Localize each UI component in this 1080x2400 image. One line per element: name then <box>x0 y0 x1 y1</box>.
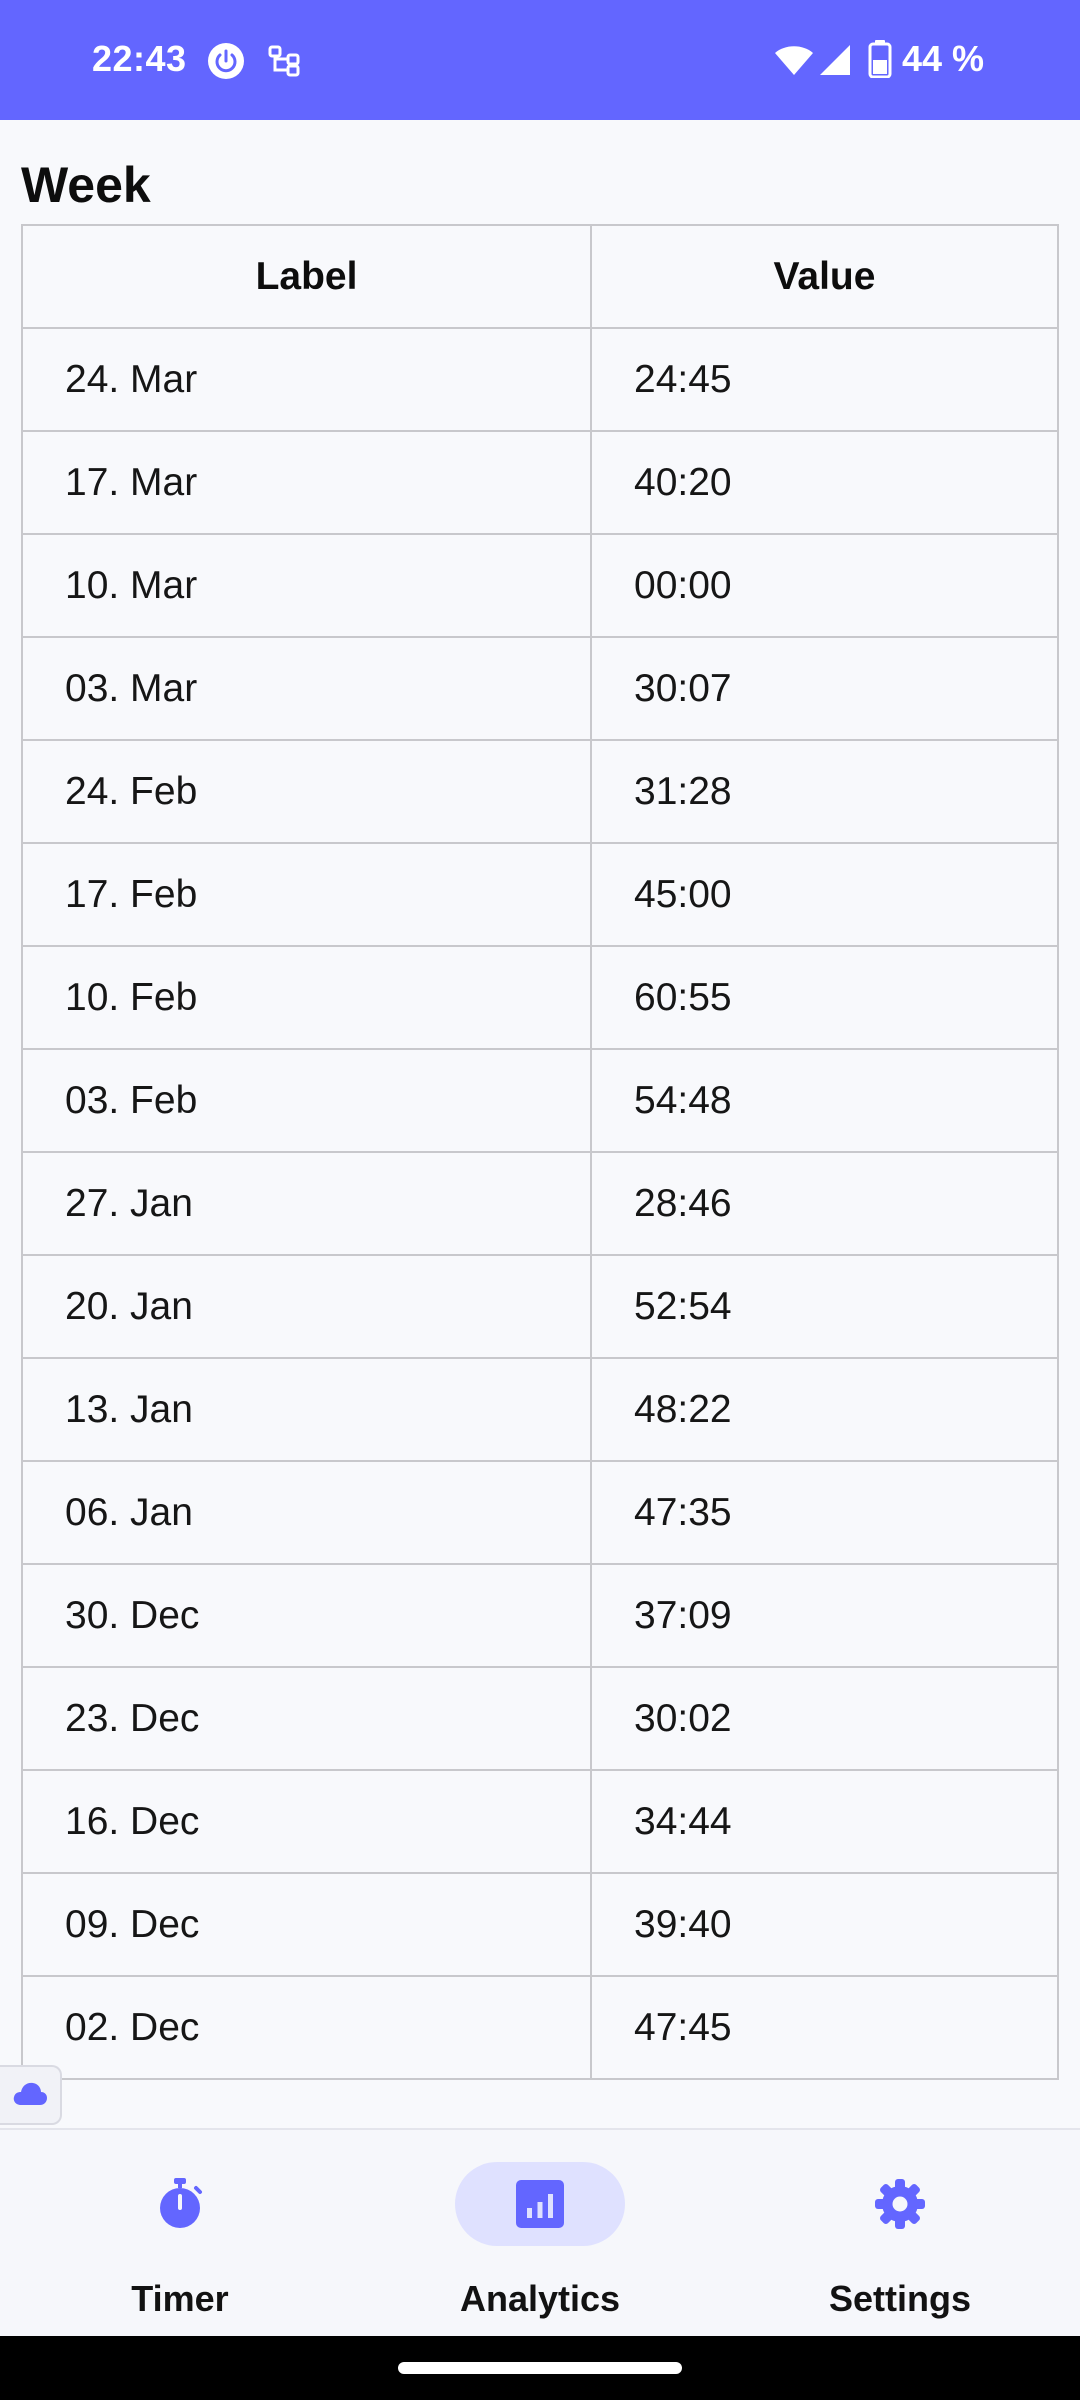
row-label: 20. Jan <box>21 1254 592 1359</box>
row-label: 17. Mar <box>21 430 592 535</box>
gear-icon <box>872 2176 928 2232</box>
table-row: 10. Feb 60:55 <box>21 945 1059 1050</box>
section-title: Week <box>21 157 151 213</box>
nav-label-settings: Settings <box>828 2278 971 2319</box>
column-header-value: Value <box>590 224 1059 329</box>
row-value: 31:28 <box>590 739 1059 844</box>
analytics-content[interactable]: Week Label Value 24. Mar 24:45 17. Mar 40:… <box>0 120 1080 2128</box>
row-value: 37:09 <box>590 1563 1059 1668</box>
vpn-network-icon <box>268 45 302 82</box>
row-label: 24. Mar <box>21 327 592 432</box>
row-value: 54:48 <box>590 1048 1059 1153</box>
row-value: 45:00 <box>590 842 1059 947</box>
table-row: 03. Mar 30:07 <box>21 636 1059 741</box>
table-row: 30. Dec 37:09 <box>21 1563 1059 1668</box>
row-label: 30. Dec <box>21 1563 592 1668</box>
row-label: 23. Dec <box>21 1666 592 1771</box>
nav-label-analytics: Analytics <box>459 2278 621 2319</box>
row-label: 06. Jan <box>21 1460 592 1565</box>
row-label: 16. Dec <box>21 1769 592 1874</box>
status-time: 22:43 <box>92 38 187 79</box>
row-label: 13. Jan <box>21 1357 592 1462</box>
power-icon <box>207 42 245 85</box>
analytics-icon <box>512 2176 568 2232</box>
row-label: 09. Dec <box>21 1872 592 1977</box>
status-bar: 22:43 44 % <box>0 0 1080 120</box>
gesture-navigation-bar <box>0 2336 1080 2400</box>
row-label: 24. Feb <box>21 739 592 844</box>
table-row: 17. Mar 40:20 <box>21 430 1059 535</box>
battery-icon <box>868 40 892 83</box>
row-value: 30:07 <box>590 636 1059 741</box>
table-row: 27. Jan 28:46 <box>21 1151 1059 1256</box>
row-label: 03. Mar <box>21 636 592 741</box>
bottom-navigation: Timer Analytics <box>0 2128 1080 2336</box>
table-row: 10. Mar 00:00 <box>21 533 1059 638</box>
row-label: 10. Feb <box>21 945 592 1050</box>
nav-item-analytics[interactable]: Analytics <box>360 2130 720 2336</box>
row-value: 60:55 <box>590 945 1059 1050</box>
row-value: 40:20 <box>590 430 1059 535</box>
table-row: 06. Jan 47:35 <box>21 1460 1059 1565</box>
row-label: 03. Feb <box>21 1048 592 1153</box>
stopwatch-icon <box>152 2176 208 2232</box>
row-label: 10. Mar <box>21 533 592 638</box>
signal-icon <box>818 44 852 81</box>
row-value: 47:45 <box>590 1975 1059 2080</box>
table-row: 03. Feb 54:48 <box>21 1048 1059 1153</box>
table-row: 17. Feb 45:00 <box>21 842 1059 947</box>
nav-item-timer[interactable]: Timer <box>0 2130 360 2336</box>
table-row: 16. Dec 34:44 <box>21 1769 1059 1874</box>
row-value: 34:44 <box>590 1769 1059 1874</box>
table-row: 02. Dec 47:45 <box>21 1975 1059 2080</box>
table-row: 13. Jan 48:22 <box>21 1357 1059 1462</box>
row-label: 27. Jan <box>21 1151 592 1256</box>
row-label: 02. Dec <box>21 1975 592 2080</box>
row-label: 17. Feb <box>21 842 592 947</box>
table-row: 23. Dec 30:02 <box>21 1666 1059 1771</box>
home-gesture-handle[interactable] <box>398 2362 682 2374</box>
cloud-icon <box>12 2080 48 2111</box>
table-row: 09. Dec 39:40 <box>21 1872 1059 1977</box>
row-value: 30:02 <box>590 1666 1059 1771</box>
row-value: 00:00 <box>590 533 1059 638</box>
table-row: 24. Feb 31:28 <box>21 739 1059 844</box>
nav-label-timer: Timer <box>131 2278 229 2319</box>
row-value: 28:46 <box>590 1151 1059 1256</box>
row-value: 24:45 <box>590 327 1059 432</box>
cloud-sync-badge[interactable] <box>0 2065 62 2125</box>
row-value: 52:54 <box>590 1254 1059 1359</box>
row-value: 39:40 <box>590 1872 1059 1977</box>
table-row: 24. Mar 24:45 <box>21 327 1059 432</box>
row-value: 48:22 <box>590 1357 1059 1462</box>
column-header-label: Label <box>21 224 592 329</box>
row-value: 47:35 <box>590 1460 1059 1565</box>
nav-item-settings[interactable]: Settings <box>720 2130 1080 2336</box>
table-header-row: Label Value <box>21 224 1059 329</box>
battery-percentage: 44 % <box>902 38 985 79</box>
wifi-icon <box>774 44 814 81</box>
week-table: Label Value 24. Mar 24:45 17. Mar 40:20 10… <box>21 224 1059 2080</box>
table-row: 20. Jan 52:54 <box>21 1254 1059 1359</box>
